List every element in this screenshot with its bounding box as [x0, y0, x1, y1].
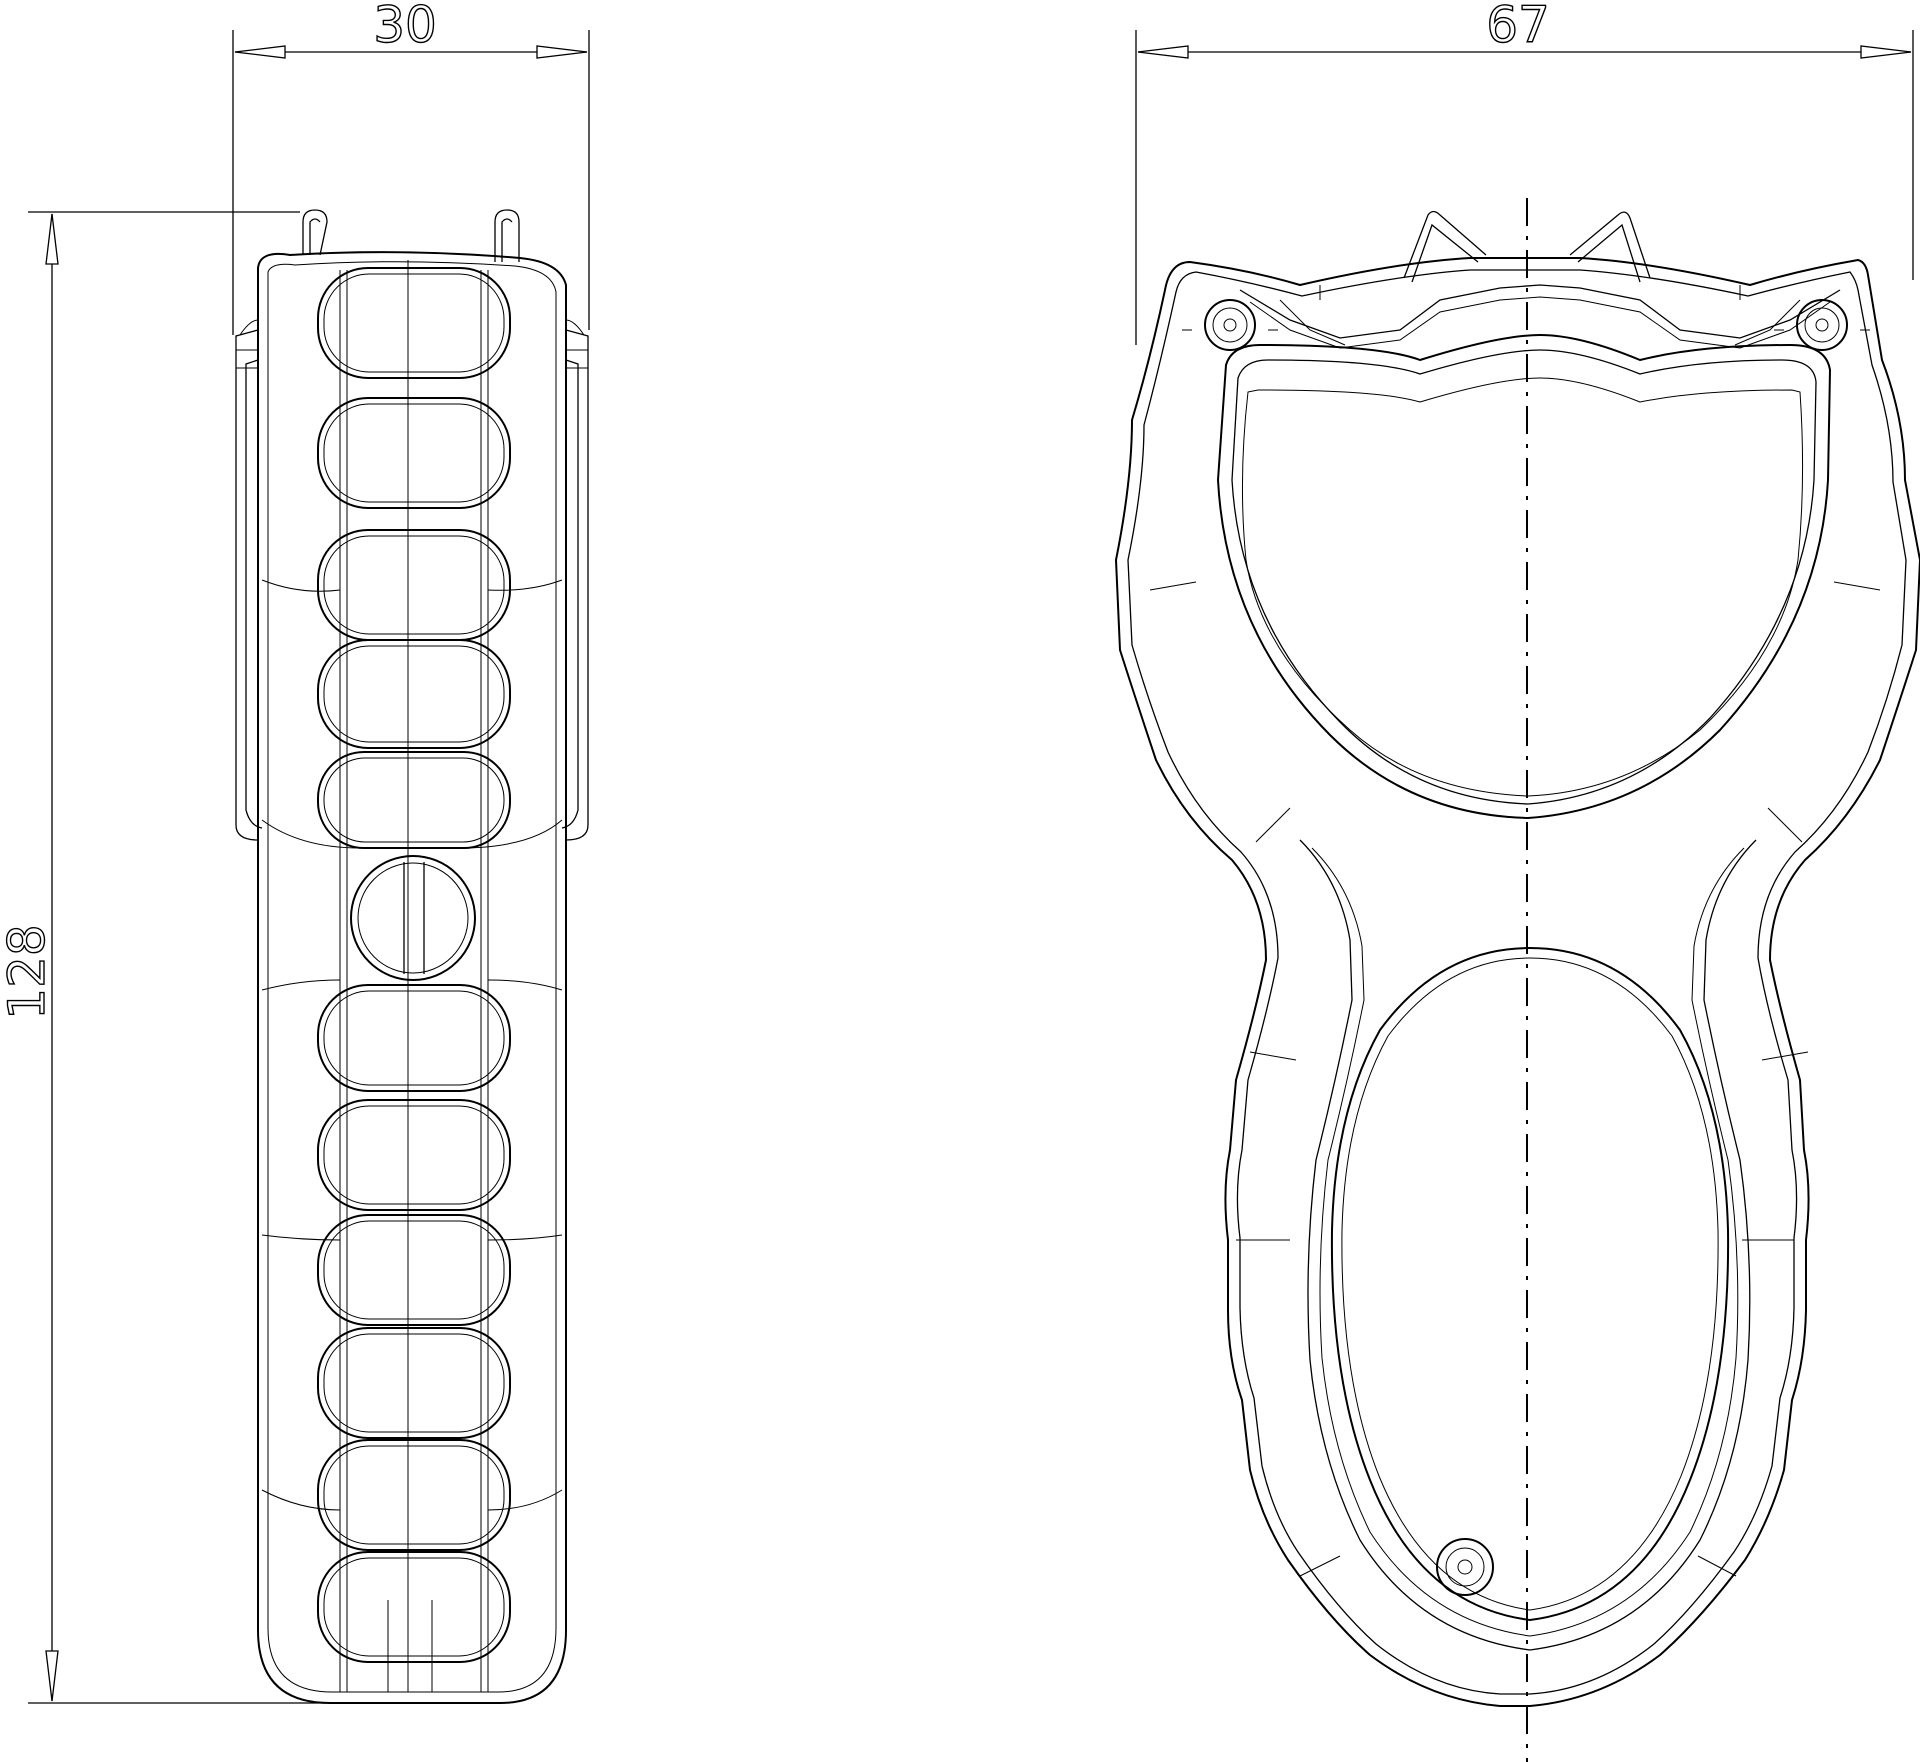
dimension-label-height: 128 — [0, 924, 56, 1019]
dimension-side-width: 30 — [232, 0, 590, 335]
grip-pads-upper — [317, 267, 511, 849]
dimension-height: 128 — [0, 211, 340, 1704]
screw-top-right — [1774, 299, 1870, 351]
lower-oval-grip — [1330, 946, 1730, 1622]
front-view — [1114, 198, 1920, 1762]
dimension-label-side-width: 30 — [373, 0, 437, 54]
dimension-front-width: 67 — [1135, 0, 1914, 345]
screw-bottom — [1436, 1538, 1494, 1596]
side-view — [235, 209, 589, 1704]
side-dial — [350, 855, 476, 981]
grip-pads-lower — [317, 984, 511, 1663]
dimension-label-front-width: 67 — [1486, 0, 1550, 54]
screw-top-left — [1182, 299, 1278, 351]
